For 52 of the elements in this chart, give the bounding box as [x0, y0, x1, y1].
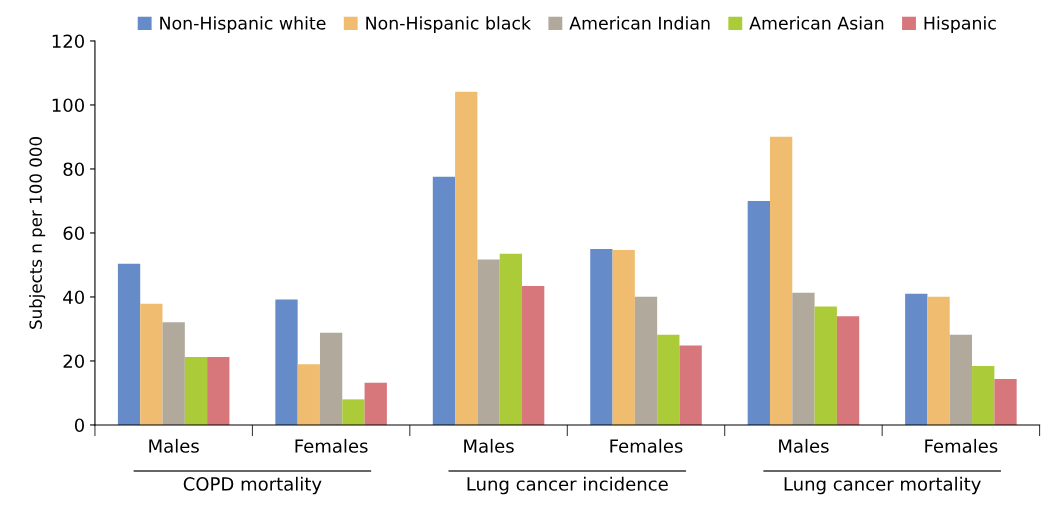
bar [162, 322, 185, 425]
bar [612, 249, 635, 425]
bar [275, 299, 298, 425]
bar [905, 293, 928, 425]
y-tick-label: 0 [74, 418, 85, 433]
legend-label: American Asian [749, 16, 884, 30]
bar [477, 259, 500, 425]
bar [207, 357, 230, 425]
bar [657, 334, 680, 425]
x-tick-label: Females [295, 438, 368, 453]
bar [140, 303, 163, 425]
y-tick-label: 40 [63, 290, 85, 305]
bar [927, 296, 950, 425]
bar [747, 200, 770, 425]
legend-label: Non-Hispanic white [160, 16, 326, 34]
bar [297, 364, 320, 425]
bar [432, 176, 456, 425]
bar [184, 357, 208, 425]
bar [364, 382, 387, 425]
y-tick-label: 60 [63, 226, 85, 241]
bar [342, 399, 365, 425]
x-tick-label: Males [149, 438, 199, 453]
y-tick-label: 120 [52, 34, 85, 49]
text: Lung cancer mortality [784, 476, 981, 495]
bar [814, 306, 837, 425]
bar [679, 345, 702, 425]
x-tick-label: Females [925, 438, 998, 453]
bar [522, 286, 545, 425]
x-tick-label: Males [779, 438, 829, 453]
bar [634, 296, 658, 425]
y-tick-label: 80 [63, 162, 85, 177]
bar [319, 332, 343, 425]
legend-label: Hispanic [924, 16, 996, 34]
legend-label: American Indian [569, 16, 710, 30]
bar [590, 248, 613, 425]
bar [769, 136, 793, 425]
bar [499, 253, 523, 425]
bar [972, 366, 995, 425]
bar [792, 292, 815, 425]
bar [117, 263, 141, 425]
bar [455, 91, 478, 425]
bar [949, 334, 973, 425]
text: COPD mortality [183, 476, 322, 495]
y-tick-label: 100 [52, 98, 85, 113]
text: Lung cancer incidence [467, 476, 668, 495]
y-tick-label: 20 [63, 354, 85, 369]
x-tick-label: Females [610, 438, 683, 453]
y-axis-title: Subjects n per 100 000 [29, 137, 46, 329]
bar [994, 378, 1017, 425]
x-tick-label: Males [464, 438, 514, 453]
bar [836, 316, 860, 425]
legend-label: Non-Hispanic black [366, 16, 531, 34]
